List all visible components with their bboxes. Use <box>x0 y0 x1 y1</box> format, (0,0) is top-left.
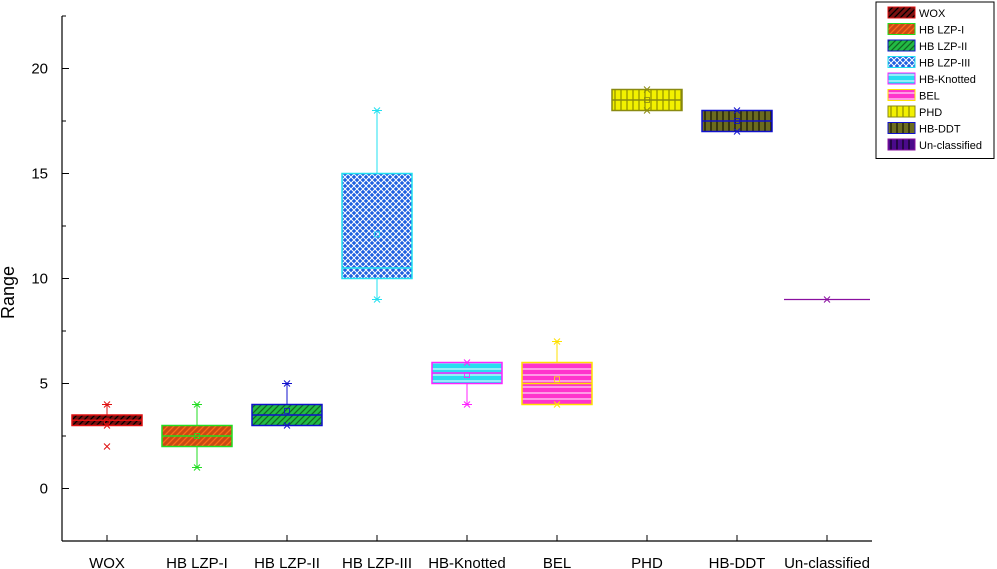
box-hb-knotted <box>431 359 503 408</box>
plot-area: 0 5 10 15 20 WOX HB LZP-I HB LZP-II HB LZP-III H… <box>31 15 872 569</box>
mean-marker <box>554 376 560 383</box>
box-hb-lzp-i <box>161 401 233 471</box>
marker <box>733 107 741 114</box>
y-tick-label: 10 <box>31 271 48 288</box>
marker <box>553 401 561 408</box>
legend-label: HB LZP-I <box>919 25 964 37</box>
marker <box>373 296 381 303</box>
mean-marker <box>194 433 200 439</box>
legend-swatch <box>887 138 916 151</box>
x-tick-label: Un-classified <box>784 555 870 569</box>
box-phd <box>611 86 683 114</box>
mean-marker <box>104 418 110 425</box>
marker <box>463 401 471 408</box>
marker <box>193 464 201 471</box>
legend-swatch <box>887 122 916 134</box>
legend-item: HB LZP-I <box>887 23 964 37</box>
mean-marker <box>284 407 290 414</box>
box-hb-lzp-ii <box>251 380 323 429</box>
marker <box>643 86 651 93</box>
y-tick-label: 15 <box>31 166 48 183</box>
y-tick-label: 20 <box>31 61 48 78</box>
legend-item: Un-classified <box>887 138 982 152</box>
marker <box>733 128 741 135</box>
marker <box>643 107 651 114</box>
legend-item: WOX <box>887 6 946 20</box>
legend-label: PHD <box>919 107 942 119</box>
legend-item: HB-DDT <box>887 122 961 136</box>
marker <box>553 338 561 345</box>
y-tick-label: 0 <box>40 481 48 498</box>
legend-item: PHD <box>887 105 942 119</box>
x-tick-label: HB-Knotted <box>428 555 506 569</box>
mean-marker <box>464 372 470 379</box>
marker <box>463 359 471 366</box>
legend-swatch <box>887 39 916 52</box>
box-bel <box>521 338 593 408</box>
legend-item: HB LZP-III <box>887 56 970 70</box>
x-tick-label: PHD <box>631 555 663 569</box>
y-ticks: 0 5 10 15 20 <box>31 15 69 542</box>
legend-label: HB-DDT <box>919 124 961 136</box>
x-tick-label: BEL <box>543 555 571 569</box>
marker <box>373 107 381 114</box>
legend: WOX HB LZP-I HB LZP-II HB LZP-III HB-Knotted… <box>875 1 995 159</box>
legend-swatch <box>887 23 916 35</box>
x-ticks: WOX HB LZP-I HB LZP-II HB LZP-III HB-Knotted… <box>89 535 870 569</box>
box-un-classified <box>784 296 870 303</box>
mean-marker <box>374 231 380 238</box>
marker <box>823 296 831 303</box>
x-tick-label: HB-DDT <box>709 555 766 569</box>
legend-item: HB LZP-II <box>887 39 967 53</box>
mean-marker <box>644 97 650 103</box>
legend-swatch <box>887 105 916 118</box>
marker <box>283 380 291 387</box>
legend-label: Un-classified <box>919 140 982 152</box>
box-hb-lzp-iii <box>341 107 413 303</box>
box-hb-ddt <box>701 107 773 135</box>
legend-item: HB-Knotted <box>887 72 976 86</box>
marker <box>103 443 111 450</box>
marker <box>103 422 111 429</box>
x-tick-label: HB LZP-II <box>254 555 320 569</box>
legend-swatch <box>887 6 916 19</box>
marker <box>193 401 201 408</box>
legend-swatch <box>887 56 916 68</box>
legend-item: BEL <box>887 89 940 103</box>
box-rect <box>341 172 413 280</box>
legend-swatch <box>887 89 916 101</box>
y-axis-title: Range <box>0 266 18 319</box>
legend-label: HB LZP-II <box>919 41 967 53</box>
x-tick-label: WOX <box>89 555 125 569</box>
x-tick-label: HB LZP-I <box>166 555 228 569</box>
box-wox <box>71 401 143 450</box>
mean-marker <box>734 118 740 124</box>
legend-label: HB LZP-III <box>919 58 970 70</box>
marker <box>283 422 291 429</box>
legend-label: HB-Knotted <box>919 74 976 86</box>
legend-swatch <box>887 72 916 85</box>
x-tick-label: HB LZP-III <box>342 555 412 569</box>
y-tick-label: 5 <box>40 376 48 393</box>
boxes <box>71 86 870 471</box>
marker <box>103 401 111 408</box>
legend-label: BEL <box>919 91 940 103</box>
legend-label: WOX <box>919 8 946 20</box>
